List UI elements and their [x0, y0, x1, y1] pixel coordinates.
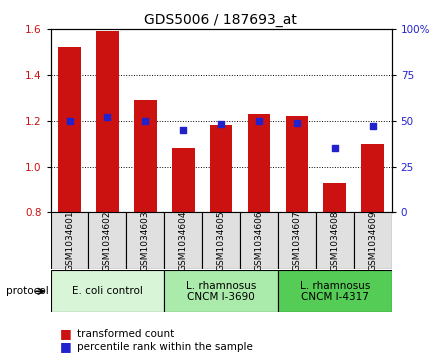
Point — [180, 127, 187, 133]
Text: E. coli control: E. coli control — [72, 286, 143, 296]
Bar — [51, 270, 164, 312]
Text: GDS5006 / 187693_at: GDS5006 / 187693_at — [143, 13, 297, 27]
Bar — [278, 270, 392, 312]
Point — [256, 118, 263, 123]
Bar — [164, 212, 202, 269]
Text: GSM1034604: GSM1034604 — [179, 210, 188, 271]
Bar — [172, 148, 194, 212]
Bar — [278, 212, 316, 269]
Bar — [58, 47, 81, 212]
Bar — [164, 270, 278, 312]
Text: GSM1034605: GSM1034605 — [216, 210, 226, 271]
Bar — [316, 212, 354, 269]
Text: GSM1034607: GSM1034607 — [292, 210, 301, 271]
Bar — [134, 100, 157, 212]
Text: percentile rank within the sample: percentile rank within the sample — [77, 342, 253, 352]
Bar — [361, 144, 384, 212]
Bar — [354, 212, 392, 269]
Text: GSM1034602: GSM1034602 — [103, 210, 112, 271]
Point — [331, 145, 338, 151]
Text: GSM1034603: GSM1034603 — [141, 210, 150, 271]
Text: GSM1034601: GSM1034601 — [65, 210, 74, 271]
Text: L. rhamnosus
CNCM I-3690: L. rhamnosus CNCM I-3690 — [186, 281, 256, 302]
Point — [104, 114, 111, 120]
Point — [66, 118, 73, 123]
Text: GSM1034606: GSM1034606 — [254, 210, 264, 271]
Text: ■: ■ — [59, 327, 71, 340]
Bar — [286, 116, 308, 212]
Bar — [323, 183, 346, 212]
Bar — [96, 31, 119, 212]
Point — [293, 120, 301, 126]
Point — [142, 118, 149, 123]
Text: transformed count: transformed count — [77, 329, 174, 339]
Bar — [126, 212, 164, 269]
Text: GSM1034608: GSM1034608 — [330, 210, 339, 271]
Text: GSM1034609: GSM1034609 — [368, 210, 377, 271]
Text: protocol: protocol — [6, 286, 48, 296]
Bar — [88, 212, 126, 269]
Bar — [51, 212, 88, 269]
Bar — [248, 114, 270, 212]
Text: L. rhamnosus
CNCM I-4317: L. rhamnosus CNCM I-4317 — [300, 281, 370, 302]
Bar — [202, 212, 240, 269]
Point — [369, 123, 376, 129]
Point — [218, 122, 225, 127]
Bar — [240, 212, 278, 269]
Text: ■: ■ — [59, 340, 71, 353]
Bar — [210, 125, 232, 212]
